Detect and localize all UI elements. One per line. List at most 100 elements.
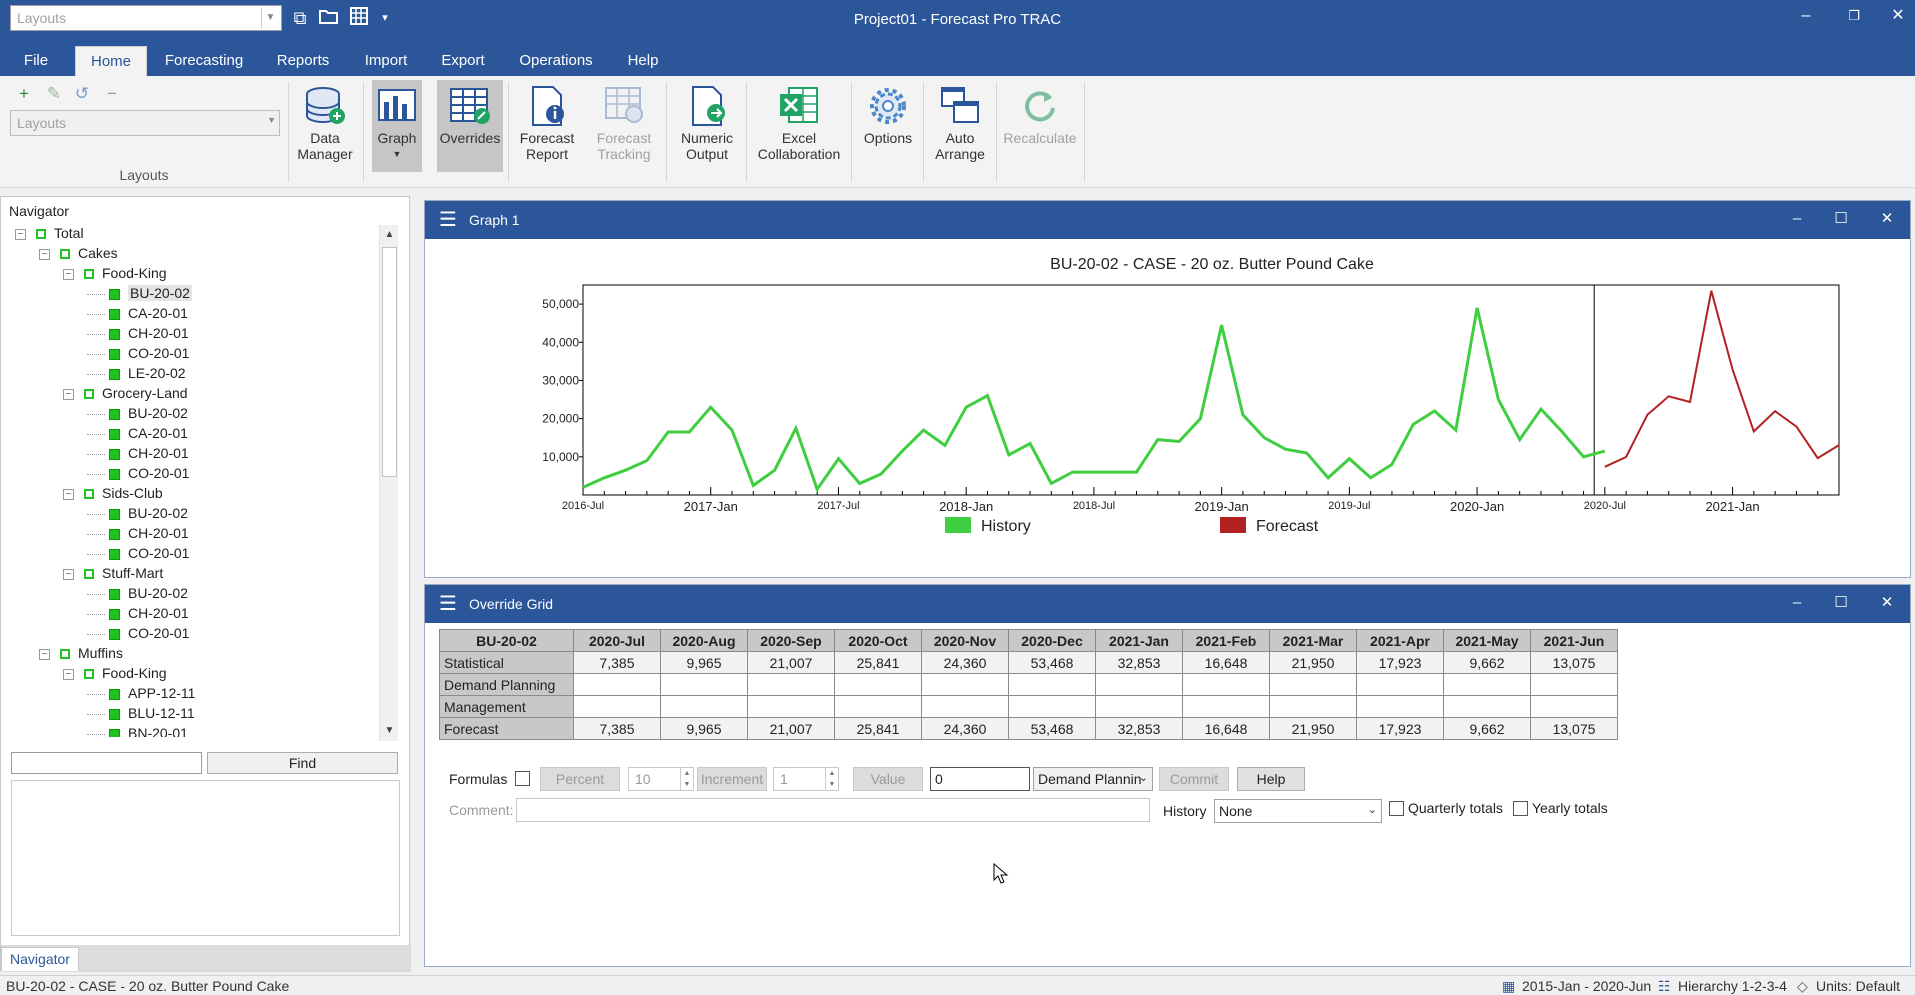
layouts-combo[interactable]: Layouts ▼ bbox=[10, 110, 280, 136]
tree-item[interactable]: BU-20-02 bbox=[87, 403, 188, 423]
collapse-icon[interactable]: − bbox=[63, 668, 74, 680]
minimize-icon[interactable]: – bbox=[1792, 594, 1802, 611]
maximize-icon[interactable]: ☐ bbox=[1834, 594, 1848, 611]
tab-forecasting[interactable]: Forecasting bbox=[164, 52, 244, 69]
increment-button[interactable]: Increment bbox=[697, 767, 767, 791]
status-date-range[interactable]: 2015-Jan - 2020-Jun bbox=[1522, 978, 1652, 994]
help-button[interactable]: Help bbox=[1237, 767, 1305, 791]
graph-button[interactable]: Graph ▼ bbox=[372, 80, 422, 172]
chevron-down-icon[interactable]: ⌄ bbox=[1367, 804, 1377, 816]
quick-access-layouts-combo[interactable]: Layouts ▼ bbox=[10, 5, 282, 31]
chevron-down-icon[interactable]: ⌄ bbox=[1138, 772, 1148, 784]
tree-item[interactable]: CA-20-01 bbox=[87, 303, 188, 323]
tree-item[interactable]: − Total bbox=[15, 223, 84, 243]
scroll-up-icon[interactable]: ▲ bbox=[384, 229, 395, 240]
tab-import[interactable]: Import bbox=[364, 52, 408, 69]
tree-item[interactable]: CH-20-01 bbox=[87, 443, 189, 463]
spinner-arrows-icon[interactable]: ▲ ▼ bbox=[825, 768, 838, 790]
tree-item[interactable]: CH-20-01 bbox=[87, 523, 189, 543]
collapse-icon[interactable]: − bbox=[39, 248, 50, 260]
grid-cell[interactable] bbox=[834, 673, 922, 696]
options-button[interactable]: Options bbox=[858, 80, 918, 172]
grid-cell[interactable] bbox=[1095, 695, 1183, 718]
restore-icon[interactable]: ❐ bbox=[1848, 8, 1860, 23]
tree-item[interactable]: CO-20-01 bbox=[87, 343, 189, 363]
grid-cell[interactable] bbox=[1182, 695, 1270, 718]
tab-home[interactable]: Home bbox=[75, 46, 147, 76]
tree-item[interactable]: − Cakes bbox=[39, 243, 118, 263]
tree-item[interactable]: BLU-12-11 bbox=[87, 703, 195, 723]
new-window-icon[interactable]: ⧉ bbox=[293, 8, 307, 28]
grid-cell[interactable] bbox=[834, 695, 922, 718]
navigator-tab[interactable]: Navigator bbox=[1, 947, 79, 971]
find-input[interactable] bbox=[11, 752, 202, 774]
increment-spinner[interactable]: 1 ▲ ▼ bbox=[773, 767, 839, 791]
grid-cell[interactable] bbox=[1095, 673, 1183, 696]
tree-item[interactable]: CH-20-01 bbox=[87, 603, 189, 623]
status-hierarchy[interactable]: Hierarchy 1-2-3-4 bbox=[1678, 978, 1787, 994]
yearly-totals-checkbox[interactable] bbox=[1513, 801, 1528, 816]
tab-operations[interactable]: Operations bbox=[519, 52, 593, 69]
minimize-icon[interactable]: – bbox=[1792, 210, 1802, 227]
collapse-icon[interactable]: − bbox=[63, 488, 74, 500]
add-icon[interactable]: + bbox=[19, 84, 29, 103]
grid-cell[interactable] bbox=[1356, 695, 1444, 718]
collapse-icon[interactable]: − bbox=[15, 228, 26, 240]
grid-cell[interactable] bbox=[747, 695, 835, 718]
grid-cell[interactable] bbox=[1530, 695, 1618, 718]
forecast-report-button[interactable]: Forecast Report bbox=[514, 80, 580, 172]
grid-cell[interactable] bbox=[1269, 673, 1357, 696]
tree-item[interactable]: CA-20-01 bbox=[87, 423, 188, 443]
forecast-tracking-button[interactable]: Forecast Tracking bbox=[586, 80, 662, 172]
hamburger-menu-icon[interactable]: ☰ bbox=[439, 209, 457, 231]
grid-cell[interactable] bbox=[660, 695, 748, 718]
history-select[interactable]: None ⌄ bbox=[1214, 799, 1382, 823]
tree-item[interactable]: BU-20-02 bbox=[87, 283, 192, 303]
tree-item[interactable]: BU-20-02 bbox=[87, 503, 188, 523]
commit-button[interactable]: Commit bbox=[1159, 767, 1229, 791]
tree-item[interactable]: CO-20-01 bbox=[87, 623, 189, 643]
tab-file[interactable]: File bbox=[23, 52, 49, 69]
grid-cell[interactable] bbox=[1182, 673, 1270, 696]
navigator-scrollbar[interactable]: ▲ ▼ bbox=[379, 225, 398, 741]
status-units[interactable]: Units: Default bbox=[1816, 978, 1901, 994]
close-icon[interactable]: ✕ bbox=[1880, 210, 1894, 227]
edit-icon[interactable]: ✎ bbox=[46, 84, 62, 103]
row-select[interactable]: Demand Plannin ⌄ bbox=[1033, 767, 1153, 791]
tree-item[interactable]: − Sids-Club bbox=[63, 483, 163, 503]
grid-cell[interactable] bbox=[1008, 673, 1096, 696]
excel-collaboration-button[interactable]: Excel Collaboration bbox=[752, 80, 846, 172]
tree-item[interactable]: BN-20-01 bbox=[87, 723, 188, 737]
remove-icon[interactable]: − bbox=[107, 84, 117, 103]
comment-input[interactable] bbox=[516, 798, 1150, 822]
chevron-down-icon[interactable]: ▼ bbox=[267, 115, 276, 125]
grid-cell[interactable] bbox=[747, 673, 835, 696]
close-icon[interactable]: ✕ bbox=[1880, 594, 1894, 611]
percent-spinner[interactable]: 10 ▲ ▼ bbox=[628, 767, 694, 791]
grid-cell[interactable] bbox=[1356, 673, 1444, 696]
customize-quick-access-icon[interactable]: ▾ bbox=[382, 12, 388, 24]
recalculate-button[interactable]: Recalculate bbox=[1002, 80, 1078, 172]
minimize-icon[interactable]: – bbox=[1801, 7, 1811, 24]
scroll-down-icon[interactable]: ▼ bbox=[384, 725, 395, 736]
override-grid-table[interactable]: BU-20-02 2020-Jul 2020-Aug 2020-Sep 2020-Oct… bbox=[439, 629, 1618, 740]
navigator-tree[interactable]: − Total − Cakes − Food-King BU-20-02 CA-20-01 CH… bbox=[15, 223, 377, 737]
hamburger-menu-icon[interactable]: ☰ bbox=[439, 593, 457, 615]
auto-arrange-button[interactable]: Auto Arrange bbox=[928, 80, 992, 172]
value-button[interactable]: Value bbox=[853, 767, 923, 791]
quarterly-totals-checkbox[interactable] bbox=[1389, 801, 1404, 816]
tree-item[interactable]: − Stuff-Mart bbox=[63, 563, 163, 583]
tree-item[interactable]: − Muffins bbox=[39, 643, 123, 663]
collapse-icon[interactable]: − bbox=[39, 648, 50, 660]
chevron-down-icon[interactable]: ▼ bbox=[261, 8, 279, 28]
grid-cell[interactable] bbox=[1269, 695, 1357, 718]
refresh-icon[interactable]: ↺ bbox=[74, 84, 90, 103]
tree-item[interactable]: CO-20-01 bbox=[87, 463, 189, 483]
grid-cell[interactable] bbox=[921, 695, 1009, 718]
find-button[interactable]: Find bbox=[207, 752, 398, 774]
tree-item[interactable]: APP-12-11 bbox=[87, 683, 195, 703]
collapse-icon[interactable]: − bbox=[63, 568, 74, 580]
grid-cell[interactable] bbox=[921, 673, 1009, 696]
data-manager-button[interactable]: Data Manager bbox=[292, 80, 358, 172]
tab-reports[interactable]: Reports bbox=[276, 52, 330, 69]
